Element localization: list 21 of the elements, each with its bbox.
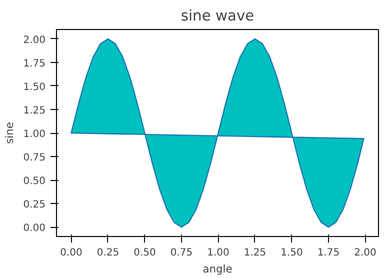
y-tick-label: 1.50 bbox=[23, 82, 46, 93]
y-axis-title: sine bbox=[3, 122, 16, 144]
y-tick-label: 1.75 bbox=[23, 58, 46, 70]
y-tick-label: 0.25 bbox=[23, 200, 46, 211]
x-tick-label: 0.75 bbox=[170, 248, 193, 258]
y-tick-label: 0.00 bbox=[23, 223, 46, 234]
x-tick-label: 0.25 bbox=[96, 248, 120, 258]
x-tick-label: 1.00 bbox=[207, 248, 230, 258]
x-axis-title: angle bbox=[202, 262, 232, 276]
x-tick-label: 0.00 bbox=[60, 248, 82, 258]
y-tick-label: 0.50 bbox=[23, 176, 46, 188]
x-tick-label: 1.50 bbox=[280, 248, 303, 258]
y-tick-label: 1.00 bbox=[23, 129, 46, 140]
x-tick-label: 2.00 bbox=[354, 248, 376, 258]
y-tick-label: 1.25 bbox=[23, 105, 46, 116]
x-tick-label: 1.75 bbox=[317, 248, 340, 258]
y-tick-label: 2.00 bbox=[23, 34, 46, 46]
x-tick-label: 1.25 bbox=[244, 248, 266, 258]
x-tick-label: 0.50 bbox=[134, 248, 156, 258]
y-tick-label: 0.75 bbox=[23, 152, 46, 164]
chart-title: sine wave bbox=[180, 8, 254, 24]
